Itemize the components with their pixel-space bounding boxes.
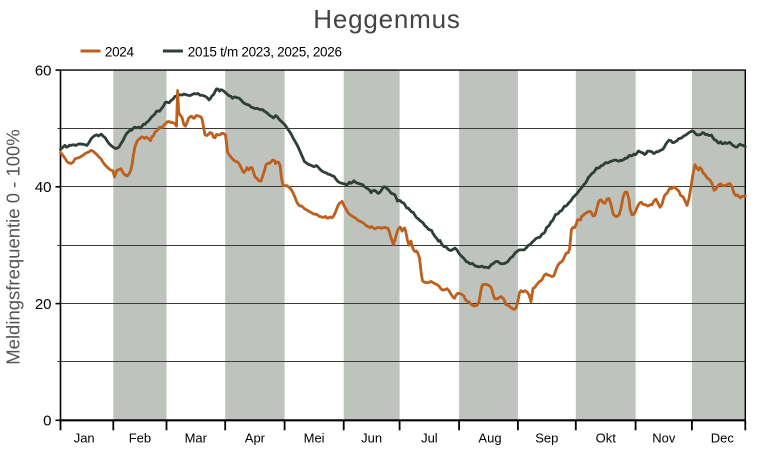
svg-text:Feb: Feb	[129, 431, 151, 446]
svg-text:Apr: Apr	[245, 431, 266, 446]
svg-text:Dec: Dec	[711, 431, 735, 446]
svg-text:Jul: Jul	[421, 431, 438, 446]
svg-text:Meldingsfrequentie 0 - 100%: Meldingsfrequentie 0 - 100%	[3, 129, 24, 365]
svg-text:Mei: Mei	[304, 431, 325, 446]
svg-text:0: 0	[43, 413, 51, 430]
svg-text:Sep: Sep	[535, 431, 558, 446]
svg-text:Heggenmus: Heggenmus	[313, 4, 460, 34]
svg-text:Okt: Okt	[596, 431, 617, 446]
svg-text:Nov: Nov	[652, 431, 676, 446]
svg-text:Mar: Mar	[185, 431, 208, 446]
svg-text:40: 40	[35, 179, 52, 196]
svg-text:20: 20	[35, 296, 52, 313]
svg-text:2015 t/m 2023, 2025, 2026: 2015 t/m 2023, 2025, 2026	[188, 44, 342, 59]
svg-text:Jan: Jan	[74, 431, 95, 446]
svg-text:2024: 2024	[105, 44, 135, 59]
svg-text:60: 60	[35, 62, 52, 79]
svg-text:Aug: Aug	[478, 431, 501, 446]
svg-text:Jun: Jun	[361, 431, 382, 446]
